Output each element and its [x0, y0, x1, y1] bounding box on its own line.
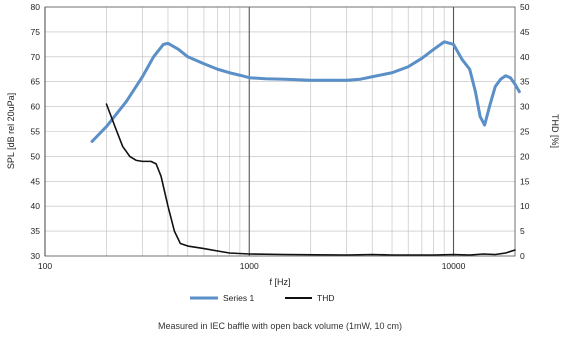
grid	[44, 6, 516, 257]
right-tick-label: 40	[520, 52, 530, 62]
left-tick-label: 55	[31, 127, 41, 137]
legend: Series 1 THD	[190, 293, 334, 303]
right-tick-label: 35	[520, 77, 530, 87]
left-tick-label: 40	[31, 201, 41, 211]
right-tick-label: 30	[520, 102, 530, 112]
series-1-line	[90, 40, 521, 143]
x-tick-label: 10000	[442, 261, 466, 271]
right-tick-label: 10	[520, 201, 530, 211]
chart-caption: Measured in IEC baffle with open back vo…	[158, 321, 402, 331]
right-tick-label: 25	[520, 127, 530, 137]
left-tick-label: 70	[31, 52, 41, 62]
x-axis-ticks: 100 1000 10000	[38, 261, 466, 271]
right-tick-label: 20	[520, 151, 530, 161]
right-tick-label: 5	[520, 226, 525, 236]
left-axis-label: SPL [dB rel 20uPa]	[6, 93, 16, 169]
left-tick-label: 45	[31, 176, 41, 186]
left-tick-label: 60	[31, 102, 41, 112]
legend-label-series-1: Series 1	[223, 293, 254, 303]
right-tick-label: 50	[520, 2, 530, 12]
left-tick-label: 50	[31, 151, 41, 161]
right-tick-label: 0	[520, 251, 525, 261]
x-tick-label: 100	[38, 261, 52, 271]
series-layer	[90, 40, 521, 256]
left-tick-label: 75	[31, 27, 41, 37]
thd-line	[105, 103, 516, 256]
plot-frame	[44, 6, 516, 257]
left-tick-label: 35	[31, 226, 41, 236]
right-tick-label: 45	[520, 27, 530, 37]
x-axis-label: f [Hz]	[269, 277, 290, 287]
legend-label-thd: THD	[317, 293, 334, 303]
right-axis-ticks: 0 5 10 15 20 25 30 35 40 45 50	[520, 2, 530, 261]
left-tick-label: 80	[31, 2, 41, 12]
left-tick-label: 30	[31, 251, 41, 261]
right-axis-label: THD [%]	[550, 114, 560, 148]
left-tick-label: 65	[31, 77, 41, 87]
left-axis-ticks: 30 35 40 45 50 55 60 65 70 75 80	[31, 2, 41, 261]
x-tick-label: 1000	[240, 261, 259, 271]
right-tick-label: 15	[520, 176, 530, 186]
